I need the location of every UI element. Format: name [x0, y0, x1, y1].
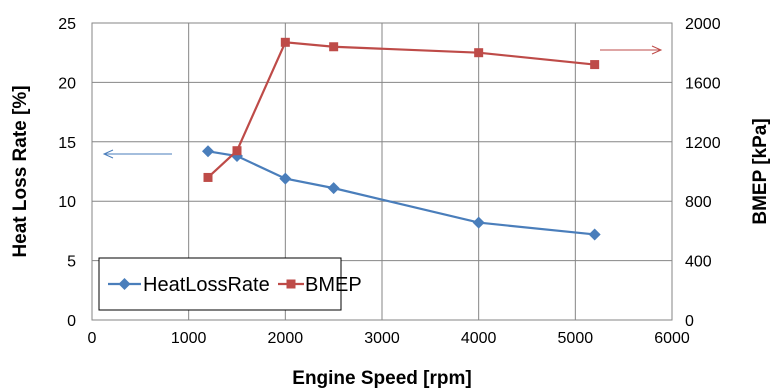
- y2-tick-label: 1600: [685, 75, 721, 92]
- series-line: [207, 41, 595, 179]
- x-tick-label: 3000: [364, 330, 400, 347]
- x-tick-label: 1000: [171, 330, 207, 347]
- data-point: [280, 37, 290, 47]
- x-tick-label: 4000: [461, 330, 497, 347]
- data-point: [118, 278, 131, 290]
- x-tick-label: 5000: [558, 330, 594, 347]
- y2-tick-label: 800: [685, 194, 712, 211]
- arrow-head: [651, 45, 663, 55]
- legend-label: HeatLossRate: [143, 274, 270, 296]
- y-tick-label: 15: [58, 135, 76, 152]
- series-BMEP: [203, 37, 600, 182]
- series-HeatLossRate: [202, 145, 601, 241]
- legend: HeatLossRate BMEP: [98, 257, 362, 311]
- data-point: [329, 42, 339, 52]
- y-tick-label: 20: [58, 75, 76, 92]
- y-tick-label: 10: [58, 194, 76, 211]
- y-tick-label: 25: [58, 16, 76, 33]
- data-point: [588, 228, 601, 241]
- plot-area-border: [91, 22, 673, 321]
- x-axis-ticks: 0 1000 2000 3000 4000 5000 6000: [88, 330, 690, 347]
- y-tick-label: 5: [67, 254, 76, 271]
- left-axis-arrow: [102, 149, 172, 159]
- y2-tick-label: 1200: [685, 135, 721, 152]
- y-tick-label: 0: [67, 313, 76, 330]
- y2-axis-ticks: 0 400 800 1200 1600 2000: [685, 16, 721, 330]
- x-tick-label: 0: [88, 330, 97, 347]
- series-line: [207, 150, 595, 236]
- y2-axis-title: BMEP [kPa]: [750, 118, 771, 224]
- data-point: [203, 172, 213, 182]
- y2-tick-label: 2000: [685, 16, 721, 33]
- data-point: [286, 279, 296, 289]
- y-axis-title: Heat Loss Rate [%]: [10, 85, 31, 257]
- x-tick-label: 6000: [654, 330, 690, 347]
- data-point: [590, 60, 600, 70]
- legend-item-HeatLossRate: HeatLossRate: [108, 274, 270, 296]
- series-layer: [202, 37, 601, 241]
- arrow-head: [102, 149, 114, 159]
- y-axis-ticks: 0 5 10 15 20 25: [58, 16, 76, 330]
- data-point: [279, 172, 292, 185]
- legend-item-BMEP: BMEP: [278, 274, 362, 296]
- x-axis-title: Engine Speed [rpm]: [292, 368, 471, 389]
- y2-tick-label: 0: [685, 313, 694, 330]
- data-point: [474, 48, 484, 58]
- data-point: [202, 145, 214, 158]
- data-point: [472, 216, 485, 229]
- legend-label: BMEP: [305, 274, 362, 296]
- right-axis-arrow: [600, 45, 663, 55]
- data-point: [327, 182, 340, 195]
- y2-tick-label: 400: [685, 254, 712, 271]
- data-point: [232, 146, 242, 156]
- x-tick-label: 2000: [268, 330, 304, 347]
